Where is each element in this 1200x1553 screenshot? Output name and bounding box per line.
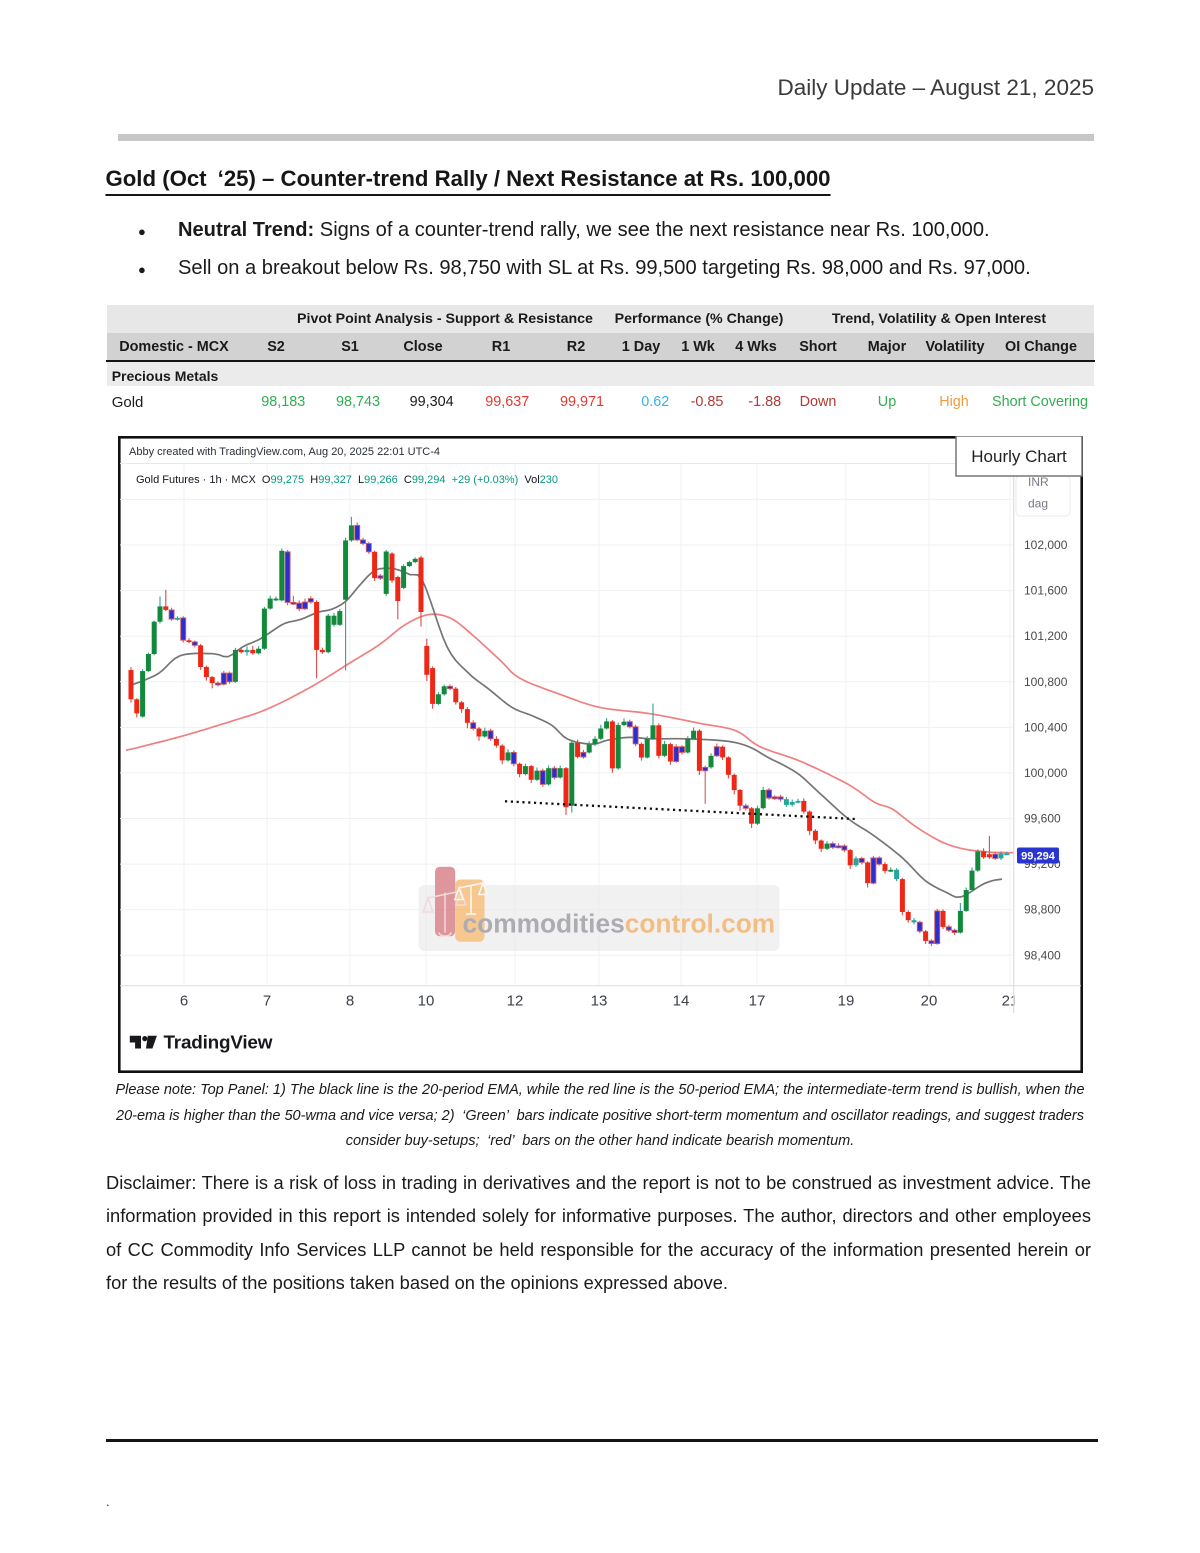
svg-text:Hourly Chart: Hourly Chart: [971, 447, 1067, 466]
svg-text:dag: dag: [1028, 497, 1048, 511]
svg-text:14: 14: [673, 993, 690, 1010]
svg-text:12: 12: [507, 993, 524, 1010]
svg-text:102,000: 102,000: [1024, 538, 1068, 552]
svg-text:19: 19: [838, 993, 855, 1010]
svg-text:7: 7: [263, 993, 271, 1010]
svg-text:INR: INR: [1028, 475, 1049, 489]
svg-text:101,200: 101,200: [1024, 629, 1068, 643]
svg-text:commoditiescontrol.com: commoditiescontrol.com: [463, 909, 776, 939]
svg-text:Gold Futures · 1h · MCX O99,2: Gold Futures · 1h · MCX O99,275 H99,327 …: [136, 474, 558, 486]
svg-text:17: 17: [749, 993, 766, 1010]
svg-text:TradingView: TradingView: [164, 1033, 273, 1054]
svg-text:6: 6: [180, 993, 188, 1010]
svg-text:98,400: 98,400: [1024, 948, 1061, 962]
svg-text:Abby created with TradingView.: Abby created with TradingView.com, Aug 2…: [129, 446, 440, 458]
svg-text:13: 13: [591, 993, 608, 1010]
svg-text:99,294: 99,294: [1021, 851, 1056, 863]
svg-text:100,400: 100,400: [1024, 720, 1068, 734]
svg-text:10: 10: [418, 993, 435, 1010]
svg-text:99,600: 99,600: [1024, 812, 1061, 826]
svg-text:20: 20: [921, 993, 938, 1010]
svg-text:98,800: 98,800: [1024, 903, 1061, 917]
svg-text:8: 8: [346, 993, 354, 1010]
svg-text:100,800: 100,800: [1024, 675, 1068, 689]
svg-text:100,000: 100,000: [1024, 766, 1068, 780]
svg-text:101,600: 101,600: [1024, 584, 1068, 598]
